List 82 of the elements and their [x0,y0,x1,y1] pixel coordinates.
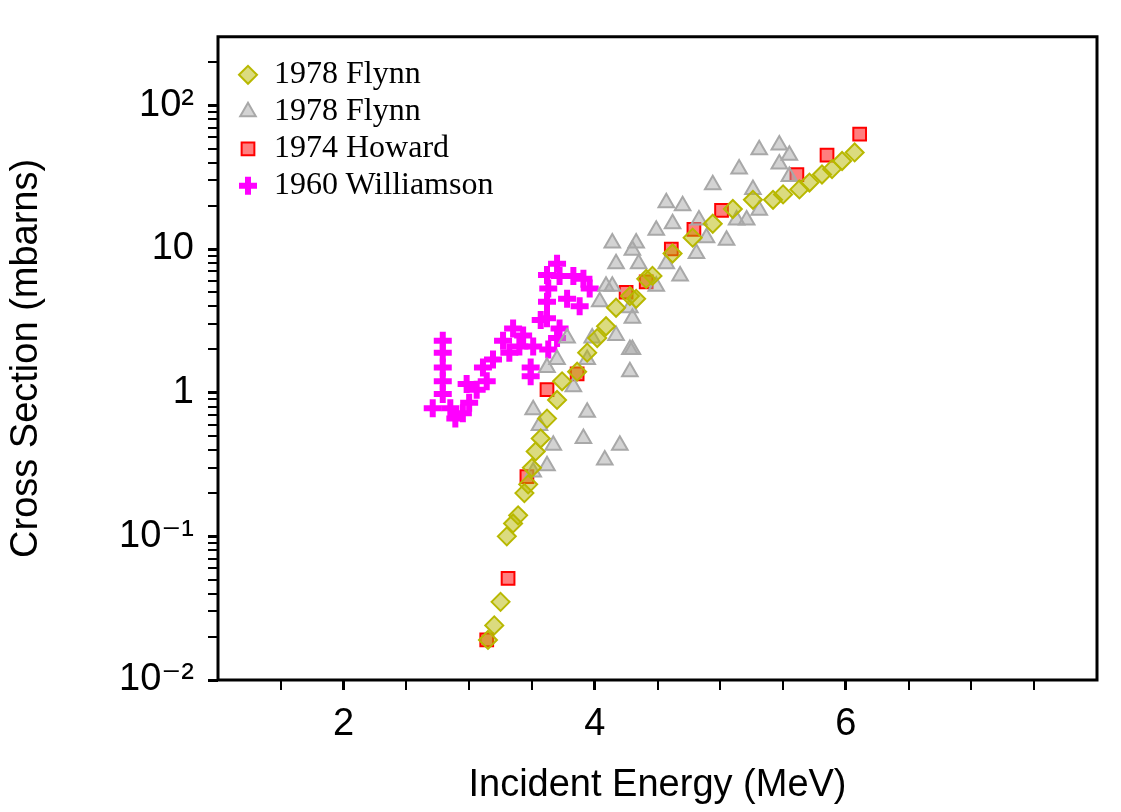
point [548,349,566,366]
legend-label: 1978 Flynn [274,91,421,128]
point [690,210,708,226]
point [484,615,505,636]
point [607,253,625,270]
point [596,316,617,337]
point [603,233,622,249]
legend-label: 1978 Flynn [274,54,421,91]
point [642,265,663,286]
point [544,435,563,451]
point [530,428,551,449]
point [538,357,556,373]
point [587,328,608,349]
point [606,297,627,318]
x-tick-label: 2 [333,701,355,744]
point [722,198,743,219]
point [539,382,555,397]
point [611,435,629,451]
point [629,253,648,270]
point [730,159,748,175]
point [780,166,799,182]
point [621,361,639,378]
point [662,243,683,264]
y-tick-label: 10⁻¹ [119,512,194,555]
x-tick-label: 4 [584,701,606,744]
point [663,213,682,230]
point [496,526,517,547]
point [697,227,716,244]
point [500,570,516,586]
y-tick-label: 10⁻² [119,656,194,699]
point [687,243,706,260]
y-axis-title: Cross Section (mbarns) [3,158,46,558]
point [525,441,546,462]
point [822,159,843,180]
point [552,371,573,392]
point [490,591,511,612]
point [819,147,835,163]
point [657,192,676,209]
point [626,288,647,309]
point [521,457,542,478]
point [647,220,666,236]
point [682,227,703,248]
point [564,376,583,393]
point [627,233,645,249]
point [737,210,756,226]
point [673,195,692,212]
point [508,505,529,526]
legend-label: 1960 Williamson [274,165,494,202]
x-axis-title: Incident Energy (MeV) [468,761,847,804]
point [518,474,539,495]
point [780,145,799,161]
y-tick-label: 10 [151,225,194,268]
point [852,126,868,142]
point [717,230,736,246]
point [770,154,789,170]
point [590,291,609,308]
point [607,325,625,341]
point [799,172,820,193]
point [547,389,568,410]
point [558,328,576,344]
point [703,174,722,191]
point [524,399,542,416]
point [844,142,865,163]
point [574,428,593,444]
legend-label: 1974 Howard [274,128,450,165]
point [702,213,723,234]
point [578,402,596,418]
point [538,455,556,472]
point [671,265,689,282]
point [597,276,615,292]
point [537,408,557,429]
point [773,184,794,205]
point [750,139,769,156]
point [595,449,614,466]
x-tick-label: 6 [835,701,857,744]
y-tick-label: 10² [139,81,194,124]
point [770,134,789,151]
point [577,342,598,363]
point [567,361,588,382]
point [742,189,763,210]
point [832,150,853,171]
y-tick-label: 1 [172,369,194,412]
